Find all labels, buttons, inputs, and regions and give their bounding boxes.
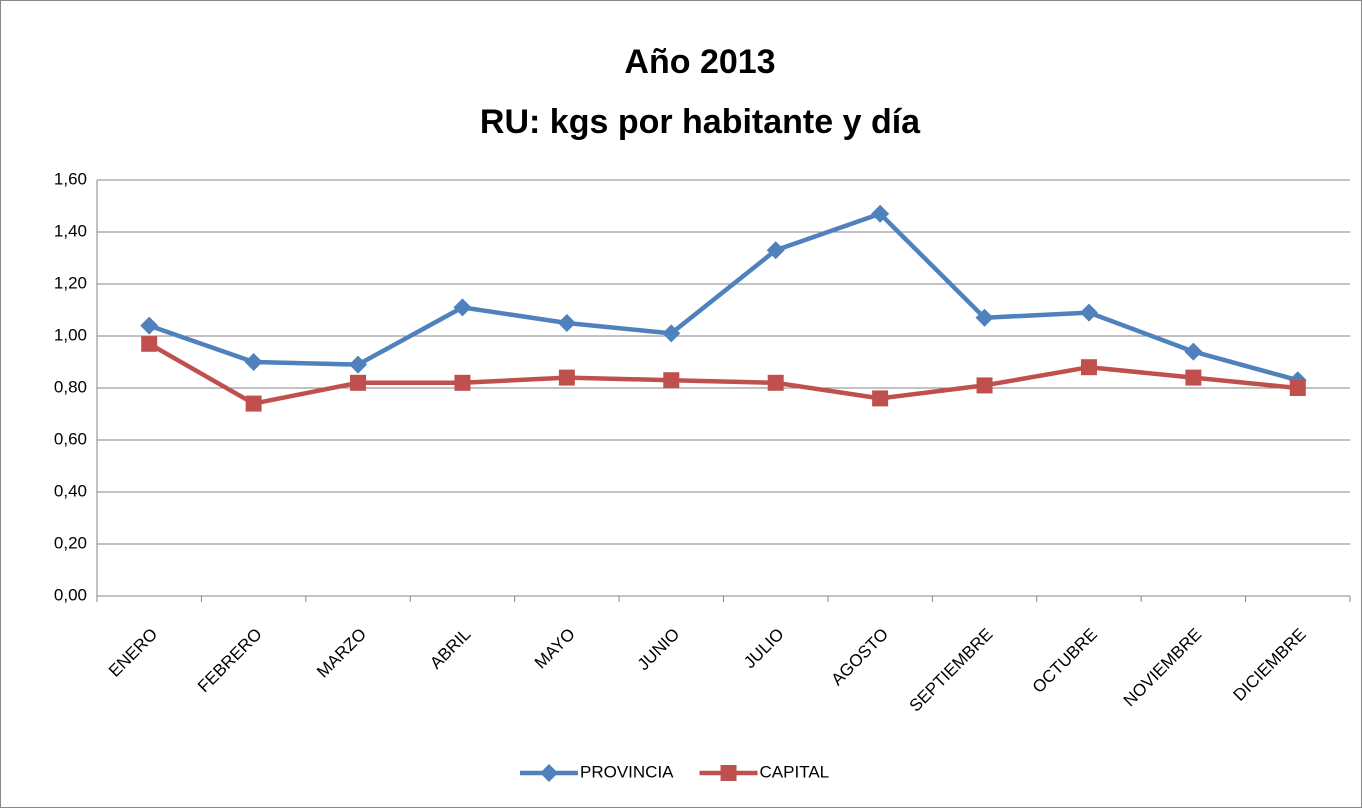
marker	[975, 308, 994, 327]
marker	[766, 241, 785, 260]
marker	[1289, 380, 1306, 396]
marker	[245, 395, 262, 412]
y-tick-label: 0,00	[54, 585, 87, 604]
chart-title: Año 2013	[624, 43, 775, 81]
marker	[767, 374, 784, 391]
marker	[1184, 342, 1203, 361]
marker	[453, 298, 472, 317]
marker	[663, 372, 680, 389]
y-tick-label: 1,00	[54, 325, 87, 344]
marker	[140, 316, 159, 335]
marker	[662, 324, 681, 343]
y-tick-label: 0,80	[54, 377, 87, 396]
series-line	[148, 211, 1299, 383]
marker	[976, 377, 993, 394]
marker	[872, 390, 889, 407]
y-tick-label: 1,40	[54, 221, 87, 240]
marker	[1185, 369, 1202, 386]
y-tick-label: 0,60	[54, 429, 87, 448]
series-line	[148, 341, 1299, 406]
y-tick-label: 1,20	[54, 273, 87, 292]
y-tick-label: 1,60	[54, 169, 87, 188]
legend-label: CAPITAL	[760, 762, 830, 781]
marker	[244, 353, 263, 371]
y-tick-label: 0,20	[54, 533, 87, 552]
marker	[1080, 359, 1097, 376]
marker	[540, 764, 558, 782]
marker	[350, 374, 367, 391]
marker	[141, 335, 158, 352]
marker	[1079, 303, 1098, 322]
marker	[557, 314, 576, 332]
chart-subtitle: RU: kgs por habitante y día	[480, 103, 921, 141]
marker	[558, 369, 575, 386]
legend-label: PROVINCIA	[580, 762, 674, 781]
marker	[871, 204, 890, 223]
y-tick-label: 0,40	[54, 481, 87, 500]
marker	[720, 765, 737, 781]
marker	[349, 355, 368, 374]
marker	[454, 374, 471, 391]
